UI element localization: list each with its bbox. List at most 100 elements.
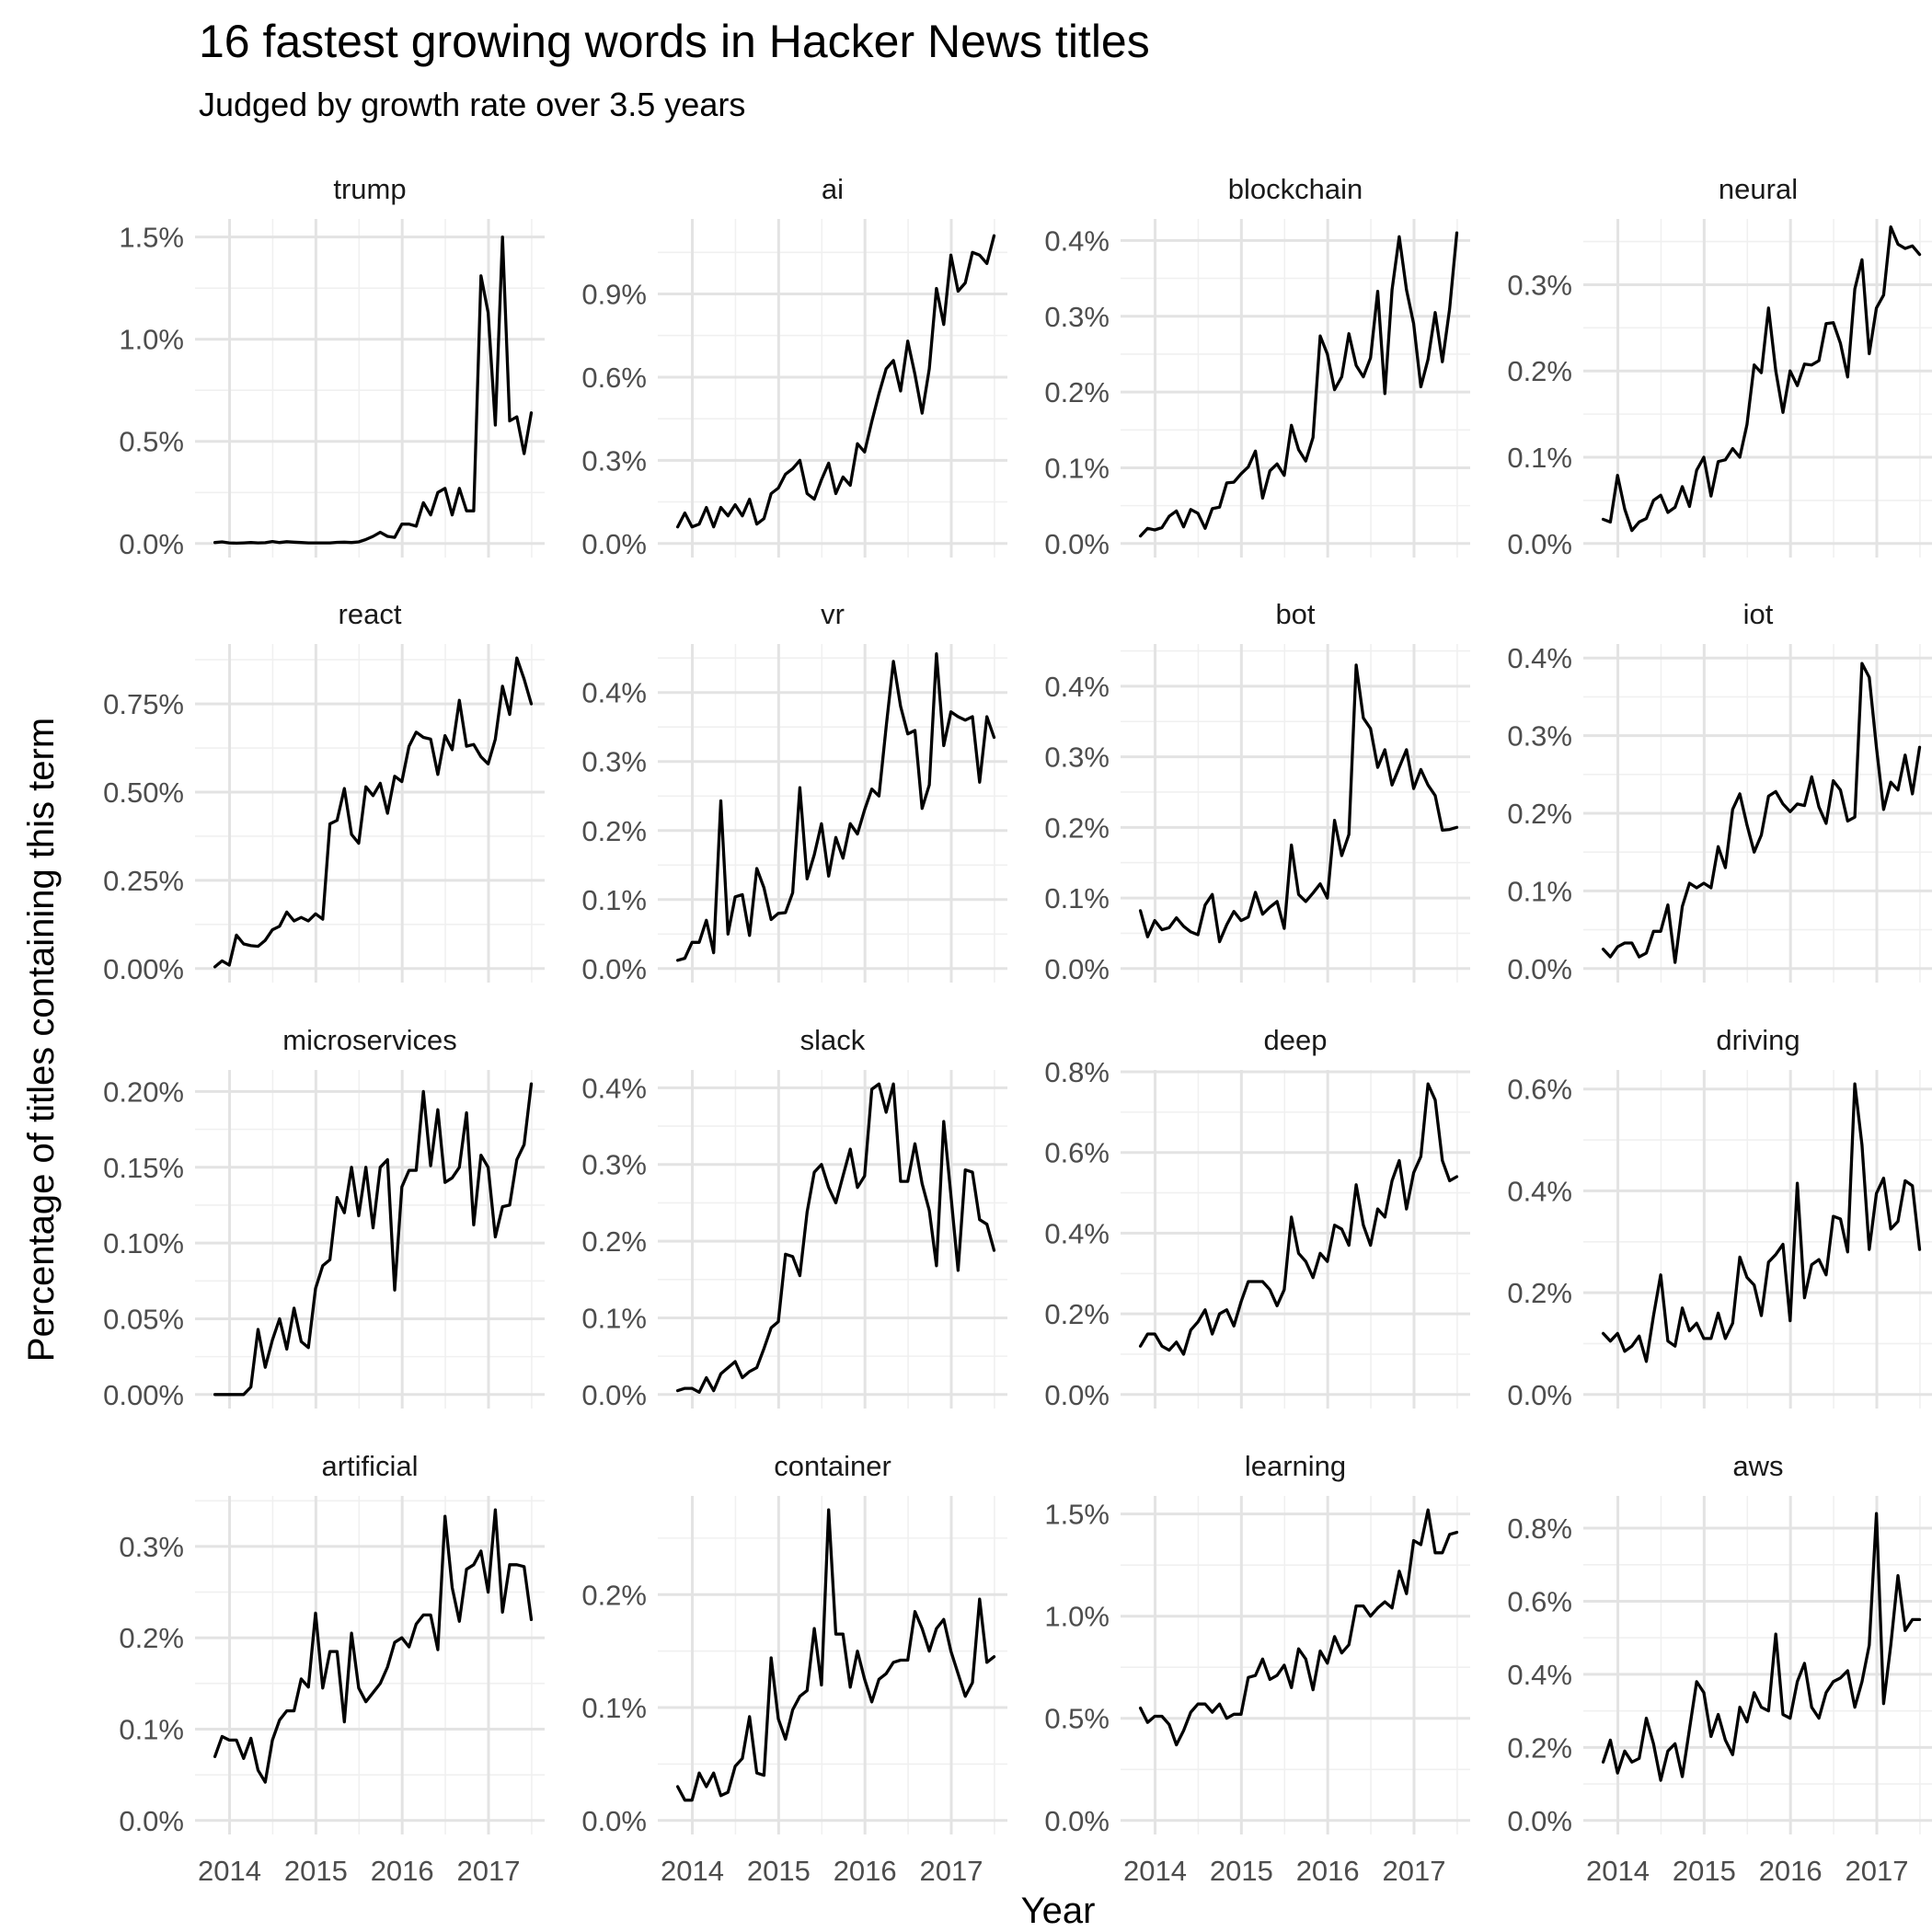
x-tick-label-aws: 2015 xyxy=(1673,1855,1736,1887)
y-tick-label-microservices: 0.10% xyxy=(103,1227,184,1259)
series-line-aws xyxy=(1601,1512,1922,1782)
facet-title-react: react xyxy=(339,598,402,630)
x-tick-label-artificial: 2015 xyxy=(284,1855,348,1887)
facet-title-learning: learning xyxy=(1245,1450,1346,1482)
y-tick-label-react: 0.50% xyxy=(103,776,184,809)
series-line-ai xyxy=(675,234,996,529)
y-tick-label-vr: 0.4% xyxy=(581,677,647,709)
y-tick-label-learning: 1.0% xyxy=(1044,1601,1110,1633)
y-tick-label-react: 0.75% xyxy=(103,688,184,720)
series-line-vr xyxy=(675,652,996,962)
series-line-neural xyxy=(1601,224,1922,533)
y-tick-label-bot: 0.1% xyxy=(1044,882,1110,914)
series-line-trump xyxy=(213,235,534,546)
y-tick-label-artificial: 0.0% xyxy=(119,1805,184,1837)
y-axis-title: Percentage of titles containing this ter… xyxy=(21,718,62,1362)
y-tick-label-slack: 0.0% xyxy=(581,1379,647,1411)
y-tick-label-iot: 0.0% xyxy=(1507,953,1572,985)
x-tick-label-container: 2015 xyxy=(747,1855,811,1887)
y-tick-label-aws: 0.4% xyxy=(1507,1659,1572,1691)
y-tick-label-ai: 0.3% xyxy=(581,444,647,477)
y-tick-label-deep: 0.8% xyxy=(1044,1056,1110,1088)
series-line-bot xyxy=(1138,663,1459,944)
series-line-blockchain xyxy=(1138,231,1459,538)
y-tick-label-ai: 0.6% xyxy=(581,362,647,394)
facet-title-container: container xyxy=(774,1450,891,1482)
y-tick-label-artificial: 0.3% xyxy=(119,1531,184,1563)
y-tick-label-vr: 0.0% xyxy=(581,953,647,985)
x-tick-label-artificial: 2014 xyxy=(198,1855,261,1887)
y-tick-label-driving: 0.4% xyxy=(1507,1175,1572,1207)
facet-title-driving: driving xyxy=(1716,1024,1800,1056)
y-tick-label-react: 0.25% xyxy=(103,865,184,897)
y-tick-label-blockchain: 0.4% xyxy=(1044,224,1110,257)
facet-title-slack: slack xyxy=(800,1024,866,1056)
x-tick-label-artificial: 2016 xyxy=(371,1855,434,1887)
y-tick-label-deep: 0.0% xyxy=(1044,1379,1110,1411)
series-line-container xyxy=(675,1508,996,1802)
x-tick-label-aws: 2017 xyxy=(1846,1855,1909,1887)
y-tick-label-learning: 0.5% xyxy=(1044,1703,1110,1735)
y-tick-label-blockchain: 0.1% xyxy=(1044,452,1110,484)
y-tick-label-trump: 1.0% xyxy=(119,324,184,356)
y-tick-label-iot: 0.3% xyxy=(1507,720,1572,753)
y-tick-label-microservices: 0.00% xyxy=(103,1379,184,1411)
y-tick-label-react: 0.00% xyxy=(103,953,184,985)
y-tick-label-ai: 0.9% xyxy=(581,279,647,311)
y-tick-label-slack: 0.1% xyxy=(581,1302,647,1334)
facet-title-neural: neural xyxy=(1719,173,1798,205)
y-tick-label-bot: 0.3% xyxy=(1044,742,1110,774)
y-tick-label-vr: 0.3% xyxy=(581,746,647,778)
y-tick-label-slack: 0.4% xyxy=(581,1072,647,1104)
facet-title-artificial: artificial xyxy=(321,1450,418,1482)
y-tick-label-driving: 0.0% xyxy=(1507,1379,1572,1411)
facet-title-deep: deep xyxy=(1264,1024,1328,1056)
facet-title-bot: bot xyxy=(1275,598,1315,630)
y-tick-label-learning: 0.0% xyxy=(1044,1805,1110,1837)
y-tick-label-neural: 0.3% xyxy=(1507,269,1572,301)
y-tick-label-artificial: 0.1% xyxy=(119,1714,184,1746)
facet-title-trump: trump xyxy=(333,173,406,205)
y-tick-label-aws: 0.0% xyxy=(1507,1805,1572,1837)
y-tick-label-blockchain: 0.2% xyxy=(1044,376,1110,408)
y-tick-label-deep: 0.6% xyxy=(1044,1137,1110,1169)
facet-title-aws: aws xyxy=(1732,1450,1783,1482)
chart-title: 16 fastest growing words in Hacker News … xyxy=(199,16,1150,67)
facet-title-blockchain: blockchain xyxy=(1228,173,1363,205)
series-line-microservices xyxy=(213,1082,534,1397)
y-tick-label-vr: 0.1% xyxy=(581,884,647,916)
x-tick-label-learning: 2016 xyxy=(1296,1855,1360,1887)
y-tick-label-driving: 0.2% xyxy=(1507,1277,1572,1309)
y-tick-label-aws: 0.8% xyxy=(1507,1512,1572,1545)
y-tick-label-neural: 0.2% xyxy=(1507,355,1572,387)
x-axis-title: Year xyxy=(1021,1891,1096,1931)
x-tick-label-learning: 2017 xyxy=(1383,1855,1446,1887)
y-tick-label-artificial: 0.2% xyxy=(119,1622,184,1654)
x-tick-label-aws: 2014 xyxy=(1586,1855,1650,1887)
y-tick-label-container: 0.0% xyxy=(581,1805,647,1837)
y-tick-label-bot: 0.4% xyxy=(1044,671,1110,703)
y-tick-label-deep: 0.2% xyxy=(1044,1298,1110,1330)
facet-title-iot: iot xyxy=(1743,598,1774,630)
x-tick-label-aws: 2016 xyxy=(1759,1855,1823,1887)
y-tick-label-aws: 0.6% xyxy=(1507,1585,1572,1617)
y-tick-label-slack: 0.2% xyxy=(581,1225,647,1258)
y-tick-label-trump: 1.5% xyxy=(119,222,184,254)
x-tick-label-artificial: 2017 xyxy=(457,1855,521,1887)
y-tick-label-neural: 0.0% xyxy=(1507,528,1572,560)
x-tick-label-container: 2016 xyxy=(834,1855,897,1887)
y-tick-label-blockchain: 0.3% xyxy=(1044,301,1110,333)
y-tick-label-driving: 0.6% xyxy=(1507,1074,1572,1106)
y-tick-label-container: 0.1% xyxy=(581,1692,647,1724)
y-tick-label-trump: 0.5% xyxy=(119,426,184,458)
y-tick-label-microservices: 0.15% xyxy=(103,1152,184,1184)
y-tick-label-bot: 0.0% xyxy=(1044,953,1110,985)
series-line-deep xyxy=(1138,1082,1459,1356)
x-tick-label-container: 2017 xyxy=(920,1855,983,1887)
y-tick-label-slack: 0.3% xyxy=(581,1149,647,1181)
series-line-driving xyxy=(1601,1082,1922,1363)
y-tick-label-iot: 0.4% xyxy=(1507,642,1572,674)
facet-title-ai: ai xyxy=(822,173,844,205)
y-tick-label-microservices: 0.05% xyxy=(103,1303,184,1335)
y-tick-label-container: 0.2% xyxy=(581,1579,647,1611)
